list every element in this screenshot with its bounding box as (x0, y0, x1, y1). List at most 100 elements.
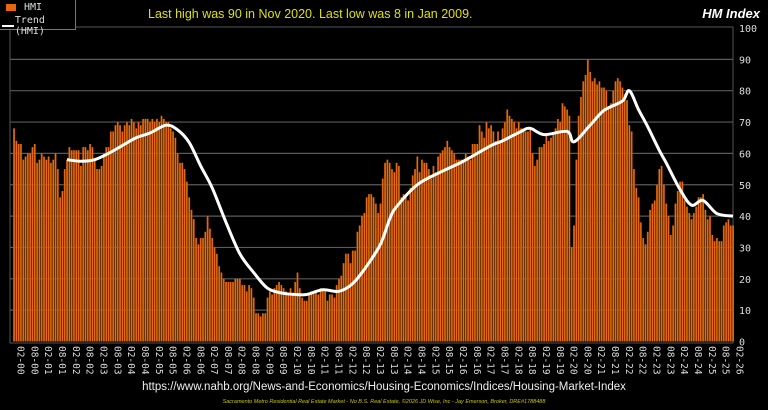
hmi-bar (130, 118, 133, 342)
hmi-bar (547, 140, 550, 342)
hmi-bar (367, 194, 370, 342)
hmi-bar (685, 206, 688, 342)
hmi-bar (335, 285, 338, 342)
hmi-bar (158, 122, 161, 342)
hmi-bar (635, 187, 638, 342)
hmi-bar (314, 291, 317, 342)
y-tick-label: 70 (739, 118, 751, 129)
hmi-bar (17, 143, 20, 342)
hmi-bar (22, 159, 25, 342)
hmi-bar (374, 203, 377, 342)
hmi-bar (317, 294, 320, 342)
hmi-bar (390, 169, 393, 342)
x-tick-label: 02-08 (236, 346, 247, 375)
hmi-bar (66, 159, 69, 342)
hmi-bar (473, 143, 476, 342)
chart-subtitle: Last high was 90 in Nov 2020. Last low w… (148, 7, 473, 21)
hmi-bar (646, 231, 649, 342)
hmi-bar (148, 122, 151, 342)
x-tick-label: 08-25 (720, 346, 731, 375)
hmi-bar (722, 225, 725, 342)
x-tick-label: 08-15 (443, 346, 454, 375)
hmi-bar (711, 234, 714, 342)
x-tick-label: 02-05 (153, 346, 164, 375)
x-tick-label: 08-11 (333, 346, 344, 375)
hmi-bar (312, 291, 315, 342)
hmi-bar (616, 78, 619, 342)
x-tick-label: 02-19 (540, 346, 551, 375)
hmi-bar (91, 147, 94, 342)
hmi-bar (460, 159, 463, 342)
hmi-bar (238, 278, 241, 342)
hmi-bar (727, 219, 730, 342)
hmi-bar (128, 125, 131, 342)
hmi-bar (178, 162, 181, 342)
hmi-bar (453, 153, 456, 342)
hmi-bar (732, 225, 734, 342)
source-url: https://www.nahb.org/News-and-Economics/… (142, 381, 626, 393)
y-tick-label: 20 (739, 275, 751, 286)
y-tick-label: 80 (739, 87, 751, 98)
hmi-bar (337, 278, 340, 342)
hmi-bar (139, 125, 142, 342)
hmi-bar (582, 81, 585, 342)
hmi-bar (275, 285, 278, 342)
hmi-bar (31, 147, 34, 342)
x-tick-label: 02-03 (97, 346, 108, 375)
hmi-bar (494, 140, 497, 342)
y-tick-label: 50 (739, 181, 751, 192)
x-tick-label: 02-23 (651, 346, 662, 375)
x-tick-label: 08-03 (111, 346, 122, 375)
hmi-bar (448, 147, 451, 342)
x-tick-label: 02-20 (568, 346, 579, 375)
hmi-bar (197, 244, 200, 342)
hmi-bar (305, 300, 308, 342)
hmi-bar (397, 165, 400, 342)
hmi-bar (121, 131, 124, 342)
hmi-bar (708, 216, 711, 342)
hmi-bar (307, 294, 310, 342)
hmi-bar (658, 169, 661, 342)
hmi-bar (215, 253, 218, 342)
hmi-bar (36, 162, 39, 342)
hmi-bar (669, 234, 672, 342)
hmi-bar (326, 300, 329, 342)
hmi-bar (86, 150, 89, 342)
hmi-bar (697, 197, 700, 342)
y-tick-label: 60 (739, 149, 751, 160)
hmi-bar (681, 181, 684, 342)
hmi-bar (688, 212, 691, 342)
hmi-bar (123, 125, 126, 342)
hmi-bar (172, 131, 175, 342)
hmi-bar (519, 128, 522, 342)
hmi-bar (649, 209, 652, 342)
hmi-bar (135, 128, 138, 342)
hmi-bar (464, 153, 467, 342)
x-tick-label: 02-07 (208, 346, 219, 375)
hmi-bar (513, 122, 516, 342)
hmi-bar (545, 134, 548, 342)
x-tick-label: 08-00 (28, 346, 39, 375)
hmi-bar (114, 125, 117, 342)
hmi-bar (227, 281, 230, 342)
hmi-bar (257, 313, 260, 342)
hmi-bar (95, 169, 98, 342)
x-tick-label: 02-00 (15, 346, 26, 375)
hmi-bar (245, 291, 248, 342)
hmi-bar (98, 169, 101, 342)
x-tick-label: 08-14 (415, 346, 426, 375)
legend: HMI Trend (HMI) (0, 0, 76, 37)
chart-title: HM Index (702, 6, 760, 21)
hmi-bar (199, 238, 202, 342)
hmi-bar (496, 131, 499, 342)
x-tick-label: 02-26 (734, 346, 745, 375)
hmi-bar (183, 169, 186, 342)
hmi-bar (229, 281, 232, 342)
hmi-bar (637, 197, 640, 342)
hmi-bar (84, 147, 87, 342)
hmi-bar (639, 222, 642, 342)
hmi-bar (563, 106, 566, 342)
hmi-bar (174, 137, 177, 342)
hmi-bar (529, 128, 532, 342)
hmi-bar (579, 96, 582, 342)
